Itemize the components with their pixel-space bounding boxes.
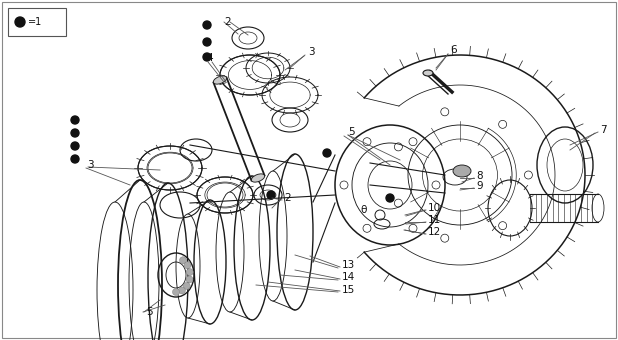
Text: =1: =1 [28,17,42,27]
Text: 3: 3 [87,160,93,170]
Ellipse shape [453,165,471,177]
Circle shape [71,129,79,137]
Circle shape [203,38,211,46]
Text: 6: 6 [450,45,457,55]
Circle shape [71,155,79,163]
Circle shape [179,287,185,294]
Circle shape [203,53,211,61]
Text: 13: 13 [342,260,355,270]
Circle shape [186,269,193,275]
Text: 12: 12 [428,227,441,237]
Text: 2: 2 [224,17,231,27]
Ellipse shape [213,76,227,84]
Text: 10: 10 [428,203,441,213]
Circle shape [179,257,187,264]
Circle shape [203,21,211,29]
Circle shape [386,194,394,202]
Text: 14: 14 [342,272,355,282]
Text: θ: θ [360,205,366,215]
Bar [8,8,66,36]
Text: 9: 9 [476,181,483,191]
Text: 4: 4 [206,53,213,63]
Text: 5: 5 [348,127,355,137]
Circle shape [172,289,179,295]
Circle shape [323,149,331,157]
Text: 8: 8 [476,171,483,181]
Circle shape [15,17,25,27]
Text: 11: 11 [428,215,441,225]
Circle shape [184,262,191,269]
Circle shape [71,142,79,150]
Text: 7: 7 [600,125,607,135]
Circle shape [183,283,190,289]
Text: 2: 2 [284,193,290,203]
Circle shape [71,116,79,124]
Circle shape [267,191,275,199]
Ellipse shape [252,174,265,182]
Circle shape [186,276,193,283]
Text: 15: 15 [342,285,355,295]
Text: 3: 3 [308,47,315,57]
Text: 5: 5 [146,307,153,317]
Ellipse shape [423,70,433,76]
